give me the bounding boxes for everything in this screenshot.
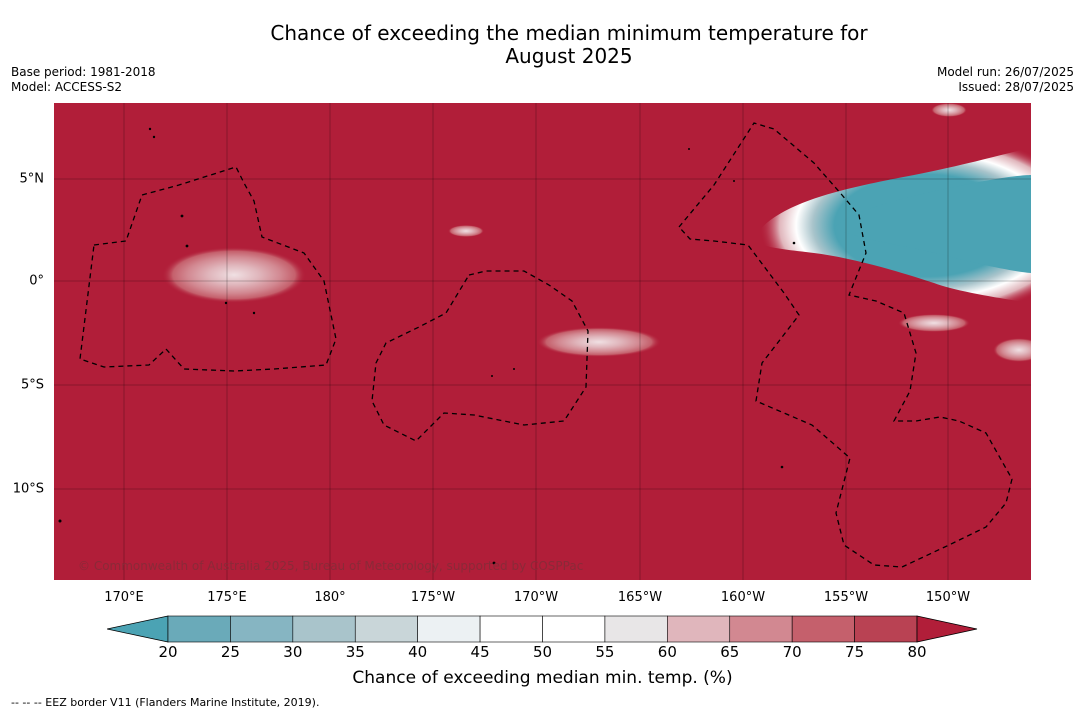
colorbar-segment-3 [292, 615, 356, 643]
lat-tick-4: 10°S [12, 481, 44, 497]
neutral-blob-east-2 [993, 338, 1031, 362]
colorbar-label-80: 80 [907, 643, 927, 661]
colorbar-segment-5 [417, 615, 481, 643]
colorbar-segment-2 [230, 615, 294, 643]
colorbar-label-30: 30 [283, 643, 303, 661]
colorbar-label-70: 70 [782, 643, 802, 661]
colorbar-label-25: 25 [220, 643, 240, 661]
colorbar-label-65: 65 [720, 643, 740, 661]
title-line-1: Chance of exceeding the median minimum t… [270, 21, 868, 45]
colorbar-label-40: 40 [408, 643, 428, 661]
meta-left: Base period: 1981-2018 Model: ACCESS-S2 [11, 65, 156, 95]
lon-tick-7: 160°W [720, 590, 766, 605]
colorbar [107, 615, 978, 643]
probability-map [54, 103, 1031, 580]
colorbar-over-arrow [916, 615, 978, 643]
islands [58, 127, 796, 565]
colorbar-segment-4 [354, 615, 418, 643]
meta-right: Model run: 26/07/2025 Issued: 28/07/2025 [937, 65, 1074, 95]
colorbar-label-60: 60 [657, 643, 677, 661]
colorbar-segment-10 [729, 615, 793, 643]
eez-footnote: -- -- -- EEZ border V11 (Flanders Marine… [11, 696, 320, 709]
model-run: Model run: 26/07/2025 [936, 65, 1074, 79]
eez-border-west [79, 166, 337, 372]
lon-tick-4: 175°W [410, 590, 456, 605]
model-name: Model: ACCESS-S2 [11, 80, 123, 94]
lat-tick-1: 5°N [19, 171, 45, 187]
lon-tick-8: 155°W [823, 590, 869, 605]
lon-tick-9: 150°W [925, 590, 971, 605]
cool-core [834, 175, 1031, 273]
eez-border-central [371, 270, 589, 442]
lon-tick-1: 170°E [104, 590, 144, 605]
colorbar-label-50: 50 [532, 643, 553, 661]
graticule [54, 103, 1031, 580]
neutral-blob-west [162, 247, 306, 303]
neutral-blob-east-1 [898, 314, 970, 332]
lat-tick-3: 5°S [20, 377, 44, 393]
title-line-2: August 2025 [505, 44, 633, 68]
colorbar-segment-9 [667, 615, 731, 643]
eez-borders [79, 122, 1013, 568]
neutral-blob-north [931, 103, 967, 117]
issued-date: Issued: 28/07/2025 [958, 80, 1074, 94]
colorbar-segment-7 [542, 615, 606, 643]
colorbar-segment-11 [791, 615, 855, 643]
lon-tick-6: 165°W [617, 590, 663, 605]
colorbar-segments [167, 615, 918, 643]
lon-tick-2: 175°E [207, 590, 247, 605]
eez-border-east [678, 122, 1013, 568]
lat-tick-2: 0° [29, 273, 44, 289]
colorbar-label-45: 45 [470, 643, 490, 661]
neutral-blob-central [537, 327, 661, 357]
copyright-credit: © Commonwealth of Australia 2025, Bureau… [78, 559, 584, 573]
colorbar-segment-6 [479, 615, 543, 643]
lon-tick-3: 180° [314, 590, 346, 605]
colorbar-label-75: 75 [845, 643, 865, 661]
colorbar-label-55: 55 [595, 643, 615, 661]
lon-tick-5: 170°W [513, 590, 559, 605]
neutral-blob-small [448, 225, 484, 237]
colorbar-segment-12 [854, 615, 918, 643]
colorbar-segment-1 [167, 615, 231, 643]
colorbar-under-arrow [107, 615, 169, 643]
colorbar-label-35: 35 [345, 643, 365, 661]
colorbar-label-20: 20 [158, 643, 178, 661]
map-title: Chance of exceeding the median minimum t… [0, 22, 1085, 68]
colorbar-title: Chance of exceeding median min. temp. (%… [352, 668, 733, 688]
colorbar-segment-8 [604, 615, 668, 643]
base-period: Base period: 1981-2018 [11, 65, 156, 79]
